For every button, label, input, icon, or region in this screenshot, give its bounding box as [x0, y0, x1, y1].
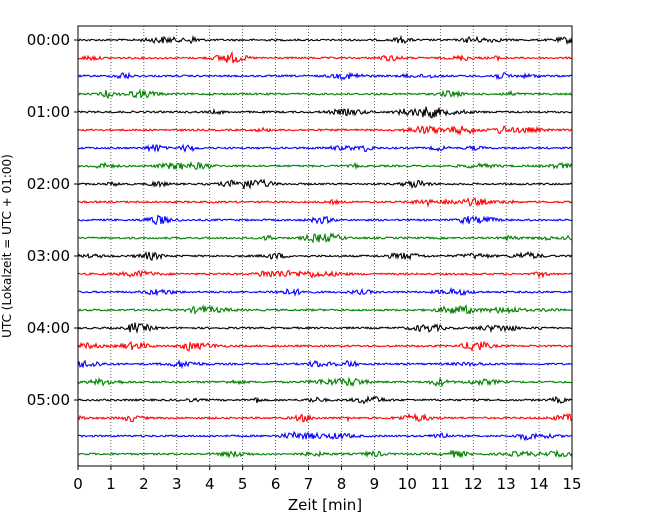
- trace-line: [77, 250, 573, 261]
- x-tick-label: 2: [139, 475, 149, 493]
- trace-line: [77, 161, 573, 171]
- y-tick-label: 05:00: [27, 391, 70, 409]
- trace-line: [77, 178, 573, 190]
- x-tick-label: 13: [497, 475, 516, 493]
- trace-line: [77, 88, 573, 100]
- y-tick-label: 02:00: [27, 175, 70, 193]
- x-tick-label: 8: [337, 475, 347, 493]
- x-tick-label: 11: [431, 475, 450, 493]
- x-tick-label: 6: [271, 475, 281, 493]
- x-tick-label: 0: [73, 475, 83, 493]
- x-tick-label: 1: [106, 475, 116, 493]
- trace-line: [77, 340, 573, 352]
- y-tick-label: 04:00: [27, 319, 70, 337]
- x-axis-ticks: 0 1 2 3 4 5 6 7 8 9 10 11 12 13 14 15: [73, 466, 582, 493]
- y-tick-label: 00:00: [27, 31, 70, 49]
- x-axis-label: Zeit [min]: [288, 496, 362, 514]
- plot-frame: [77, 25, 573, 467]
- y-axis-ticks: 00:00 01:00 02:00 03:00 04:00 05:00: [27, 31, 78, 409]
- x-tick-label: 4: [205, 475, 215, 493]
- trace-line: [77, 143, 573, 153]
- y-axis-label: UTC (Lokalzeit = UTC + 01:00): [0, 154, 14, 338]
- trace-line: [77, 376, 573, 388]
- trace-line: [77, 197, 573, 208]
- x-tick-label: 14: [530, 475, 549, 493]
- trace-line: [77, 322, 573, 334]
- trace-line: [77, 449, 573, 459]
- trace-line: [77, 106, 573, 119]
- y-tick-label: 01:00: [27, 103, 70, 121]
- x-tick-label: 5: [238, 475, 248, 493]
- trace-line: [77, 304, 573, 316]
- trace-line: [77, 269, 573, 279]
- trace-line: [77, 214, 573, 226]
- trace-line: [77, 232, 573, 244]
- trace-line: [77, 359, 573, 370]
- trace-line: [77, 125, 573, 136]
- x-tick-label: 10: [398, 475, 417, 493]
- trace-line: [77, 430, 573, 442]
- x-tick-label: 15: [562, 475, 581, 493]
- trace-line: [77, 34, 573, 46]
- x-tick-label: 12: [464, 475, 483, 493]
- trace-line: [77, 394, 573, 405]
- x-tick-label: 3: [172, 475, 182, 493]
- x-tick-label: 9: [370, 475, 380, 493]
- trace-line: [77, 412, 573, 423]
- trace-line: [77, 71, 573, 81]
- grid-lines: [110, 26, 540, 466]
- seismic-traces: [77, 34, 573, 459]
- x-tick-label: 7: [304, 475, 314, 493]
- trace-line: [77, 50, 573, 64]
- y-tick-label: 03:00: [27, 247, 70, 265]
- trace-line: [77, 286, 573, 297]
